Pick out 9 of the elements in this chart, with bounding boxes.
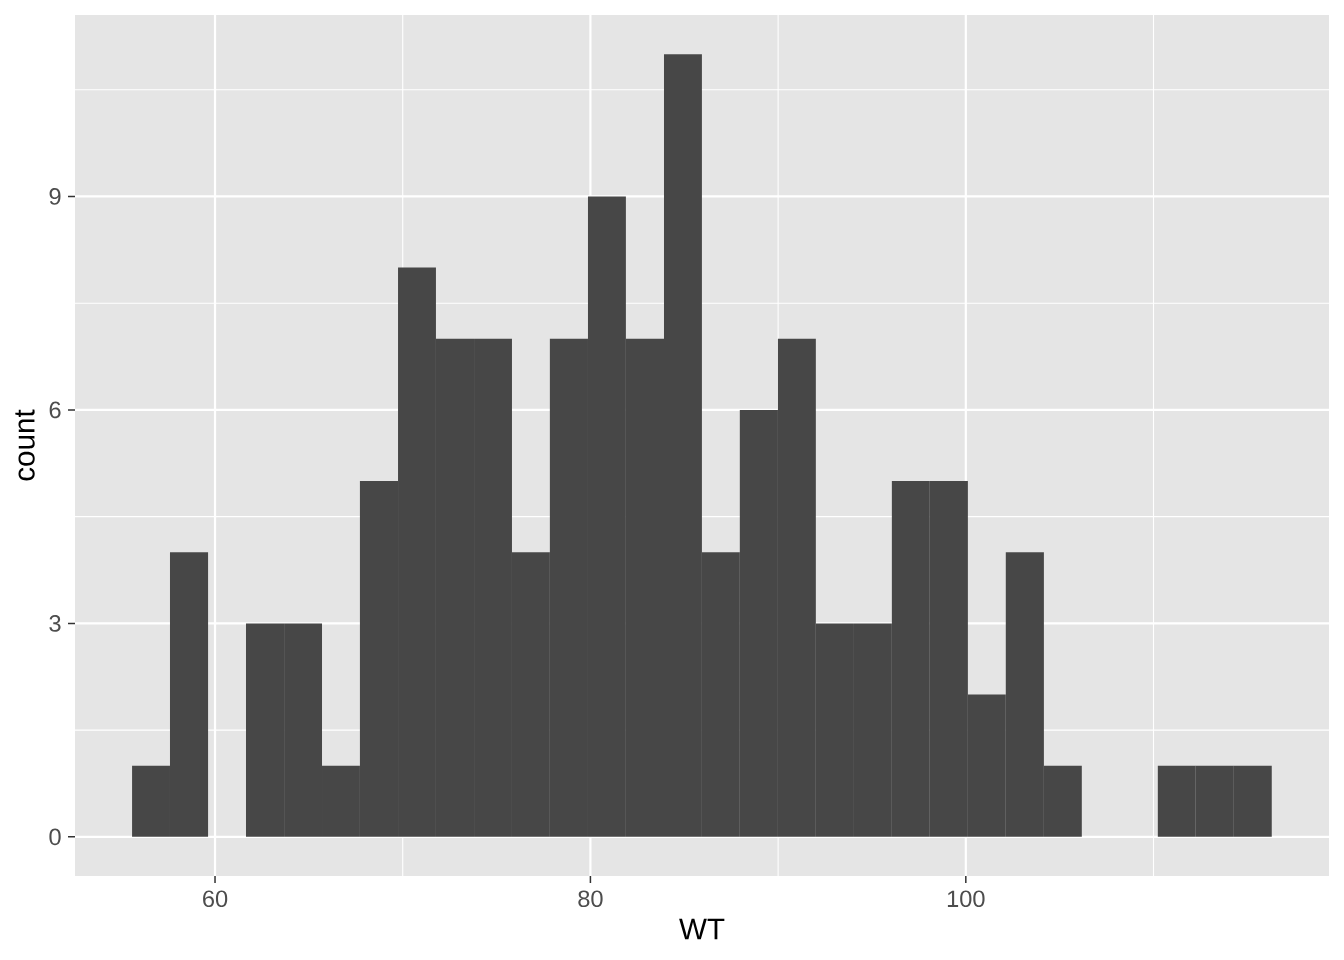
y-tick-label: 3 (49, 615, 61, 632)
y-axis-title: count (15, 409, 35, 481)
x-axis-title: WT (679, 918, 725, 940)
x-tick-label: 60 (203, 890, 228, 908)
x-tick-label: 80 (578, 890, 603, 908)
y-tick-label: 0 (49, 828, 61, 846)
x-tick-label: 100 (947, 890, 985, 908)
y-tick-label: 6 (49, 401, 61, 419)
y-tick-label: 9 (49, 188, 61, 205)
